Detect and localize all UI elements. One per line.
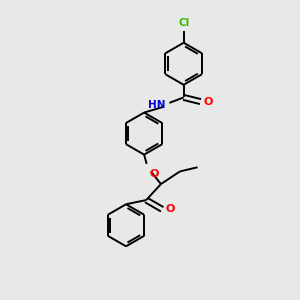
Text: O: O xyxy=(203,97,213,106)
Text: HN: HN xyxy=(148,100,166,110)
Text: Cl: Cl xyxy=(178,18,189,28)
Text: O: O xyxy=(149,169,158,179)
Text: O: O xyxy=(165,204,175,214)
